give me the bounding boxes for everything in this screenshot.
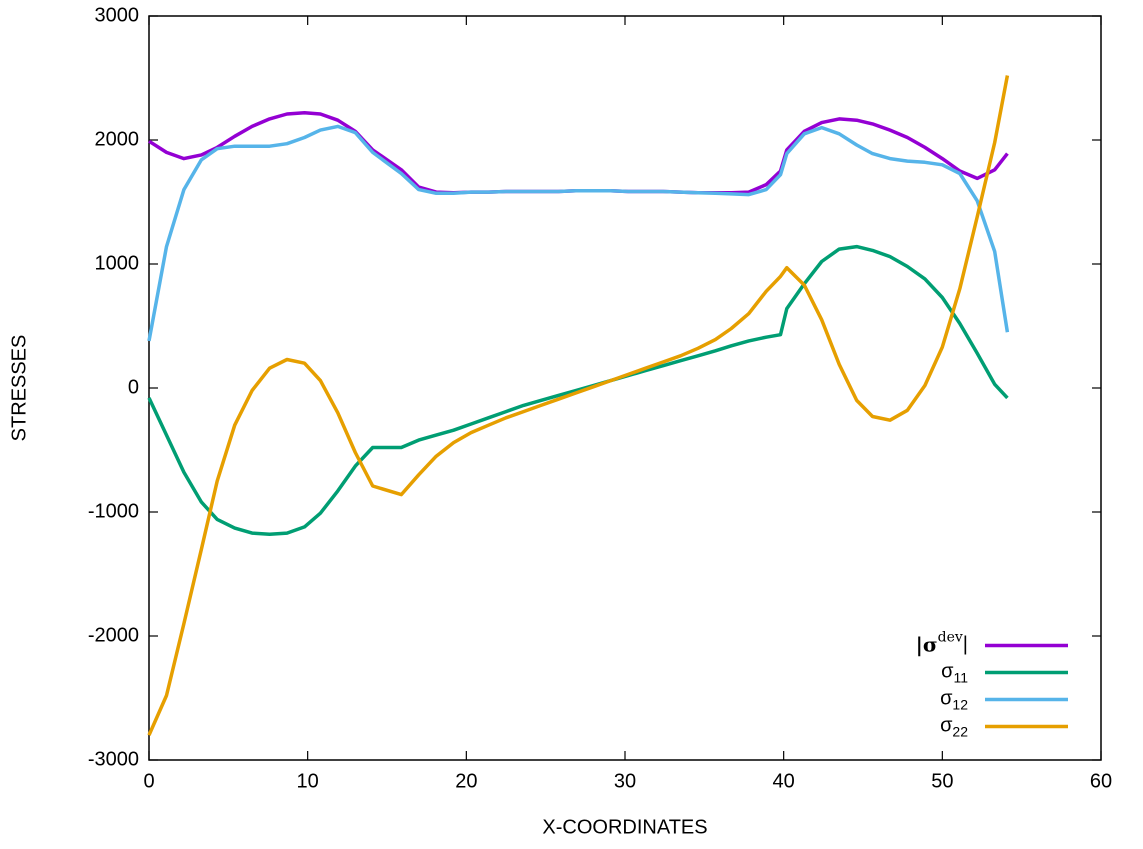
x-tick-label: 0: [143, 770, 154, 792]
plot-frame: [148, 15, 1102, 761]
legend-label: σ22: [940, 715, 968, 739]
y-tick-label: -1000: [88, 500, 139, 522]
y-tick-label: 3000: [95, 4, 140, 26]
y-tick-label: 0: [128, 376, 139, 398]
legend-label: |σdev|: [916, 630, 968, 657]
x-tick-label: 20: [455, 770, 477, 792]
line-series: [148, 110, 1009, 195]
y-axis-label: STRESSES: [8, 335, 30, 442]
y-tick-label: 2000: [95, 128, 140, 150]
legend-label: σ11: [941, 661, 968, 685]
x-tick-label: 60: [1090, 770, 1112, 792]
y-tick-label: -3000: [88, 748, 139, 770]
x-tick-label: 30: [614, 770, 636, 792]
x-tick-label: 50: [931, 770, 953, 792]
y-tick-label: 1000: [95, 252, 140, 274]
x-tick-label: 40: [773, 770, 795, 792]
line-series: [147, 75, 1010, 736]
y-tick-label: -2000: [88, 624, 139, 646]
x-axis-label: X-COORDINATES: [542, 816, 707, 838]
legend-label: σ12: [940, 688, 968, 712]
line-series: [147, 124, 1010, 342]
x-tick-label: 10: [297, 770, 319, 792]
